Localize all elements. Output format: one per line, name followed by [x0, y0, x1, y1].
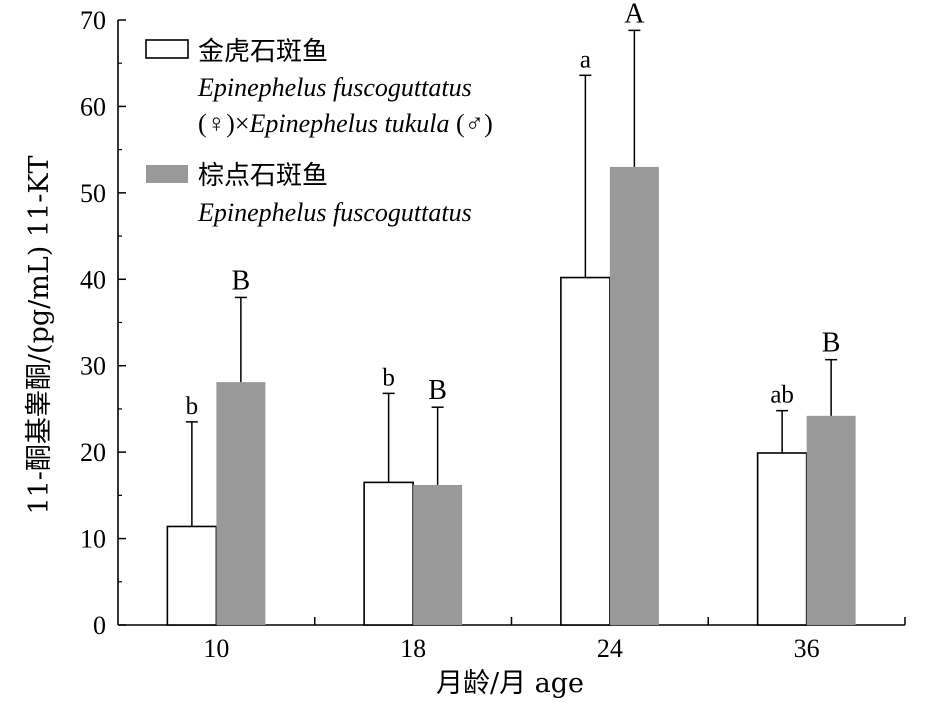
significance-letter: B — [428, 375, 447, 406]
legend-swatch-hybrid — [145, 39, 189, 59]
x-axis-ticks: 10 18 24 36 — [203, 617, 906, 663]
significance-letter: b — [186, 393, 199, 420]
bar-series2-24 — [609, 166, 659, 625]
y-tick-label: 70 — [80, 6, 106, 35]
legend-label-brown-line2: Epinephelus fuscoguttatus — [197, 198, 472, 227]
x-tick-label: 36 — [794, 634, 820, 663]
significance-letter: B — [232, 265, 251, 296]
significance-letter: ab — [770, 382, 794, 409]
legend-label-hybrid-male: (♂) — [450, 109, 493, 138]
significance-letter: b — [382, 364, 395, 391]
x-axis-title: 月龄/月 age — [436, 668, 584, 699]
y-tick-label: 20 — [80, 438, 106, 467]
y-tick-label: 10 — [80, 525, 106, 554]
legend-label-hybrid-line3: (♀)×Epinephelus tukula (♂) — [198, 109, 493, 138]
bar-series1-36 — [756, 452, 808, 626]
legend-swatch-brown — [146, 165, 188, 183]
y-axis-title: 11-酮基睾酮/(pg/mL) 11-KT — [24, 155, 55, 514]
y-tick-label: 0 — [93, 611, 106, 640]
bar-series2-18 — [413, 484, 463, 625]
bar-series2-36 — [806, 415, 856, 625]
bar-series1-24 — [560, 276, 611, 626]
significance-letter: a — [580, 46, 591, 73]
bar-series1-10 — [166, 525, 218, 626]
x-tick-label: 24 — [597, 634, 623, 663]
y-tick-label: 40 — [80, 265, 106, 294]
legend: 金虎石斑鱼 Epinephelus fuscoguttatus (♀)×Epin… — [145, 37, 493, 227]
y-tick-label: 60 — [80, 92, 106, 121]
bar-series1-18 — [363, 481, 414, 626]
y-tick-label: 30 — [80, 352, 106, 381]
y-axis-ticks: 0 10 20 30 40 50 60 70 — [80, 6, 126, 640]
legend-label-hybrid-female: (♀)× — [198, 109, 249, 138]
x-tick-label: 18 — [400, 634, 426, 663]
x-tick-label: 10 — [203, 634, 229, 663]
legend-label-brown: 棕点石斑鱼 — [198, 161, 328, 191]
significance-letter: B — [822, 328, 841, 359]
legend-label-hybrid-tukula: Epinephelus tukula — [248, 109, 449, 138]
bar-series2-10 — [216, 382, 266, 625]
legend-label-hybrid: 金虎石斑鱼 — [198, 37, 328, 67]
bars: b b a ab B B A B — [166, 0, 856, 626]
significance-letter: A — [624, 0, 645, 29]
y-tick-label: 50 — [80, 179, 106, 208]
legend-label-hybrid-line2: Epinephelus fuscoguttatus — [197, 73, 472, 102]
